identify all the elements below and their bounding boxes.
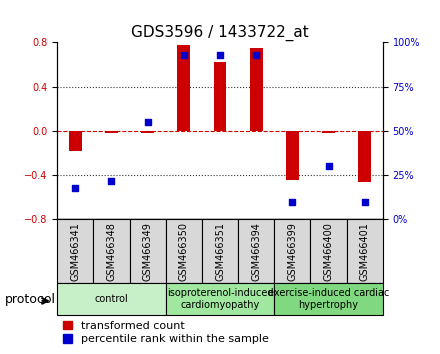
Bar (69, 131, 82, 151)
Bar (286, 131, 299, 180)
FancyBboxPatch shape (129, 219, 166, 283)
Bar (177, 45, 190, 131)
Text: GSM466351: GSM466351 (215, 222, 225, 281)
FancyBboxPatch shape (166, 283, 274, 315)
Bar (250, 48, 263, 131)
Text: control: control (95, 294, 128, 304)
Bar (214, 62, 226, 131)
Point (180, 52, 187, 58)
FancyBboxPatch shape (202, 219, 238, 283)
Point (108, 178, 115, 183)
FancyBboxPatch shape (274, 283, 383, 315)
Text: GSM466401: GSM466401 (360, 222, 370, 281)
Text: protocol: protocol (4, 293, 55, 306)
FancyBboxPatch shape (238, 219, 274, 283)
Bar (359, 131, 371, 182)
Point (216, 52, 224, 58)
FancyBboxPatch shape (274, 219, 311, 283)
Point (289, 199, 296, 205)
Point (144, 119, 151, 125)
Text: GSM466350: GSM466350 (179, 222, 189, 281)
FancyBboxPatch shape (57, 219, 93, 283)
Text: GSM466400: GSM466400 (323, 222, 334, 281)
FancyBboxPatch shape (347, 219, 383, 283)
Text: GSM466399: GSM466399 (287, 222, 297, 281)
Bar (141, 131, 154, 133)
Text: GSM466349: GSM466349 (143, 222, 153, 281)
Bar (322, 131, 335, 133)
FancyBboxPatch shape (57, 283, 166, 315)
Text: isoproterenol-induced
cardiomyopathy: isoproterenol-induced cardiomyopathy (167, 288, 273, 310)
Text: exercise-induced cardiac
hypertrophy: exercise-induced cardiac hypertrophy (268, 288, 389, 310)
Legend: transformed count, percentile rank within the sample: transformed count, percentile rank withi… (63, 321, 268, 344)
Text: GSM466394: GSM466394 (251, 222, 261, 281)
Point (253, 52, 260, 58)
Text: GSM466348: GSM466348 (106, 222, 117, 281)
Title: GDS3596 / 1433722_at: GDS3596 / 1433722_at (131, 25, 309, 41)
Point (72, 185, 79, 190)
Text: GSM466341: GSM466341 (70, 222, 80, 281)
Point (361, 199, 368, 205)
FancyBboxPatch shape (93, 219, 129, 283)
FancyBboxPatch shape (166, 219, 202, 283)
FancyBboxPatch shape (311, 219, 347, 283)
Point (325, 164, 332, 169)
Bar (105, 131, 118, 133)
